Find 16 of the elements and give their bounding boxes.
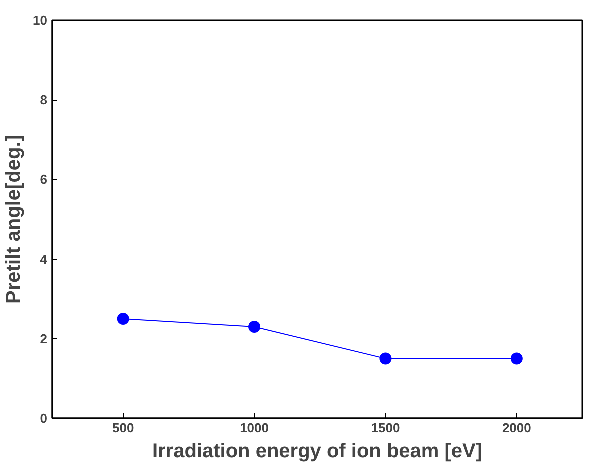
y-tick-label: 10	[33, 13, 48, 28]
point	[248, 320, 261, 333]
x-axis-title: Irradiation energy of ion beam [eV]	[152, 440, 483, 462]
point	[117, 313, 130, 325]
y-tick-label: 0	[40, 411, 48, 426]
y-tick-label: 8	[40, 92, 48, 108]
point	[380, 352, 392, 365]
x-tick-label: 1000	[240, 420, 269, 436]
y-tick-label: 2	[40, 331, 48, 346]
y-axis-title: Pretilt angle[deg.]	[3, 135, 26, 304]
x-tick-label: 500	[112, 420, 134, 436]
x-tick-label: 2000	[502, 420, 532, 436]
y-tick-label: 6	[40, 172, 48, 188]
point	[510, 352, 523, 365]
y-tick-label: 4	[40, 252, 48, 267]
x-tick-label: 1500	[371, 420, 400, 436]
